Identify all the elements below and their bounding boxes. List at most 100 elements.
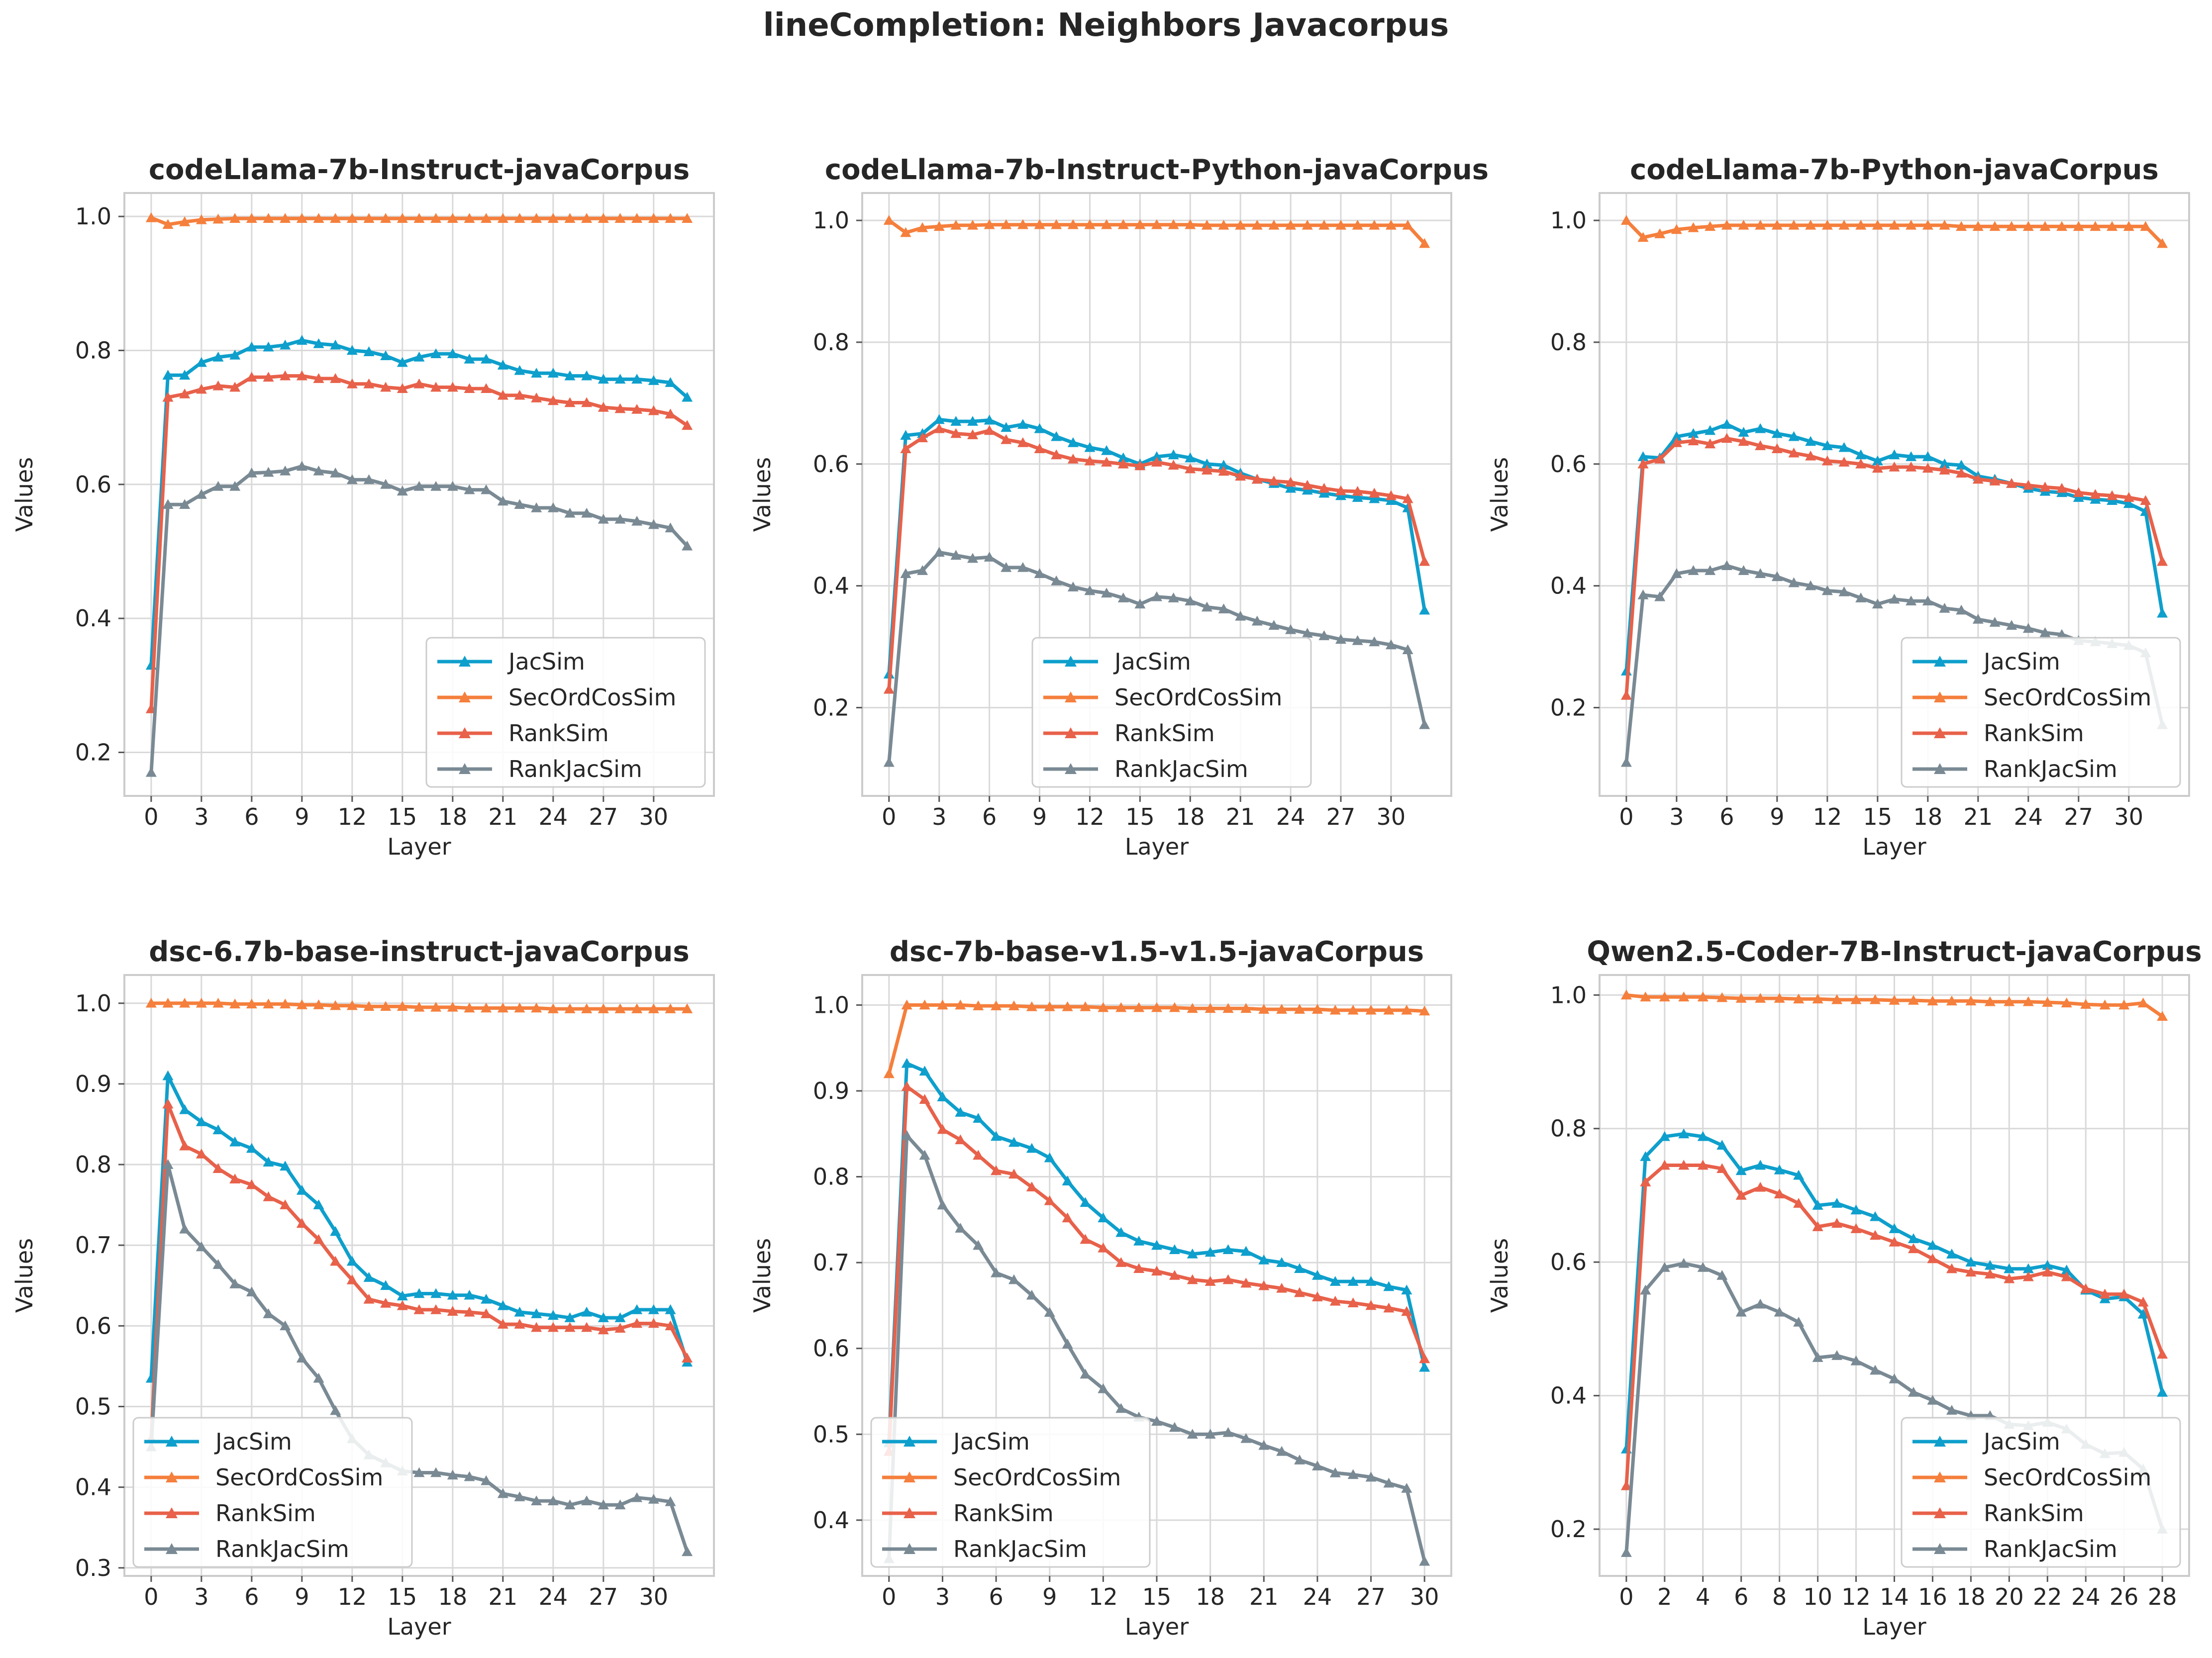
data-point (2099, 999, 2111, 1010)
legend: JacSim SecOrdCosSim RankSim RankJacSim (1901, 1417, 2181, 1568)
series-secordcossim (1620, 215, 2168, 248)
data-point (1793, 1198, 1805, 1208)
data-point (1735, 1189, 1747, 1200)
data-point (1821, 440, 1833, 450)
data-point (917, 432, 928, 442)
data-point (1640, 1151, 1651, 1161)
subplot-title: Qwen2.5-Coder-7B-Instruct-javaCorpus (1587, 936, 2202, 968)
data-point (1268, 219, 1280, 230)
data-point (1671, 431, 1682, 441)
data-point (330, 467, 341, 478)
data-point (950, 550, 962, 560)
data-point (955, 1134, 966, 1145)
x-tick-label: 30 (1377, 803, 1406, 830)
data-point (883, 757, 895, 767)
data-point (919, 1150, 930, 1160)
x-tick-label: 30 (2114, 803, 2144, 830)
y-tick-label: 0.3 (75, 1555, 111, 1581)
data-point (1235, 471, 1246, 481)
data-point (1688, 435, 1699, 446)
data-point (598, 213, 609, 223)
data-point (1401, 1284, 1412, 1295)
data-point (1972, 474, 1984, 484)
data-point (598, 374, 609, 384)
x-axis-label: Layer (1125, 833, 1189, 860)
data-point (2073, 487, 2084, 497)
data-point (1956, 460, 1967, 470)
data-point (1659, 991, 1670, 1002)
data-point (2099, 1288, 2111, 1299)
data-point (531, 213, 542, 223)
data-point (1755, 440, 1766, 450)
x-tick-label: 15 (1125, 803, 1155, 830)
data-point (1788, 447, 1800, 458)
data-point (967, 219, 978, 230)
data-point (973, 1113, 984, 1123)
x-tick-label: 18 (438, 1583, 468, 1610)
data-point (1352, 486, 1363, 496)
data-point (1927, 1253, 1938, 1264)
series-ranksim (145, 1098, 693, 1444)
data-point (1205, 1276, 1216, 1286)
data-point (1062, 1175, 1073, 1185)
data-point (665, 1496, 676, 1506)
data-point (1151, 457, 1162, 467)
x-tick-label: 20 (1995, 1583, 2024, 1610)
x-tick-label: 21 (1226, 803, 1255, 830)
subplot-4: 0 3 6 9 12 15 18 21 24 27 30 0.3 0.4 0.5 0.6 0.7 0.8 0.9 1… (11, 936, 715, 1640)
data-point (246, 1179, 257, 1189)
data-point (1151, 591, 1162, 601)
x-tick-label: 21 (489, 1583, 518, 1610)
data-point (497, 390, 508, 400)
data-point (1419, 1556, 1430, 1566)
data-point (1347, 1297, 1359, 1308)
legend-label: JacSim (952, 1428, 1030, 1455)
y-tick-label: 0.8 (813, 1164, 849, 1190)
data-point (1302, 480, 1313, 490)
series-ranksim (883, 423, 1430, 694)
data-point (1872, 463, 1883, 473)
data-point (2006, 620, 2017, 630)
data-point (1347, 1276, 1359, 1286)
data-point (1705, 565, 1716, 575)
data-point (531, 1322, 542, 1332)
data-point (901, 1130, 912, 1140)
data-point (1026, 1181, 1037, 1192)
data-point (1026, 1001, 1037, 1011)
x-tick-label: 6 (244, 803, 259, 830)
data-point (1965, 1257, 1977, 1267)
data-point (1721, 433, 1732, 443)
data-point (196, 384, 207, 394)
data-point (1872, 598, 1883, 609)
data-point (901, 1058, 912, 1068)
data-point (346, 378, 358, 389)
data-point (631, 1318, 643, 1328)
y-tick-label: 0.2 (1550, 694, 1587, 721)
data-point (900, 443, 911, 453)
data-point (1870, 1365, 1881, 1375)
data-point (1051, 431, 1062, 441)
data-point (1026, 1143, 1037, 1153)
data-point (162, 499, 174, 509)
data-point (1831, 1350, 1843, 1360)
x-tick-label: 0 (1619, 1583, 1633, 1610)
data-point (1017, 437, 1028, 447)
legend-swatch-marker (1065, 727, 1077, 738)
subplot-title: codeLlama-7b-Python-javaCorpus (1630, 154, 2159, 186)
data-point (1115, 1257, 1127, 1267)
legend-label: JacSim (214, 1428, 292, 1455)
data-point (1369, 219, 1380, 230)
data-point (1329, 1467, 1341, 1477)
data-point (1218, 603, 1229, 613)
data-point (1637, 451, 1649, 461)
data-point (1908, 1386, 1919, 1397)
series-rankjacsim (883, 1130, 1430, 1566)
data-point (1080, 1001, 1091, 1011)
data-point (1774, 1306, 1785, 1317)
data-point (1419, 1362, 1430, 1372)
data-point (296, 999, 307, 1009)
legend-swatch-marker (459, 656, 471, 667)
data-point (1889, 593, 1900, 604)
data-point (1101, 587, 1112, 598)
data-point (1084, 455, 1096, 466)
